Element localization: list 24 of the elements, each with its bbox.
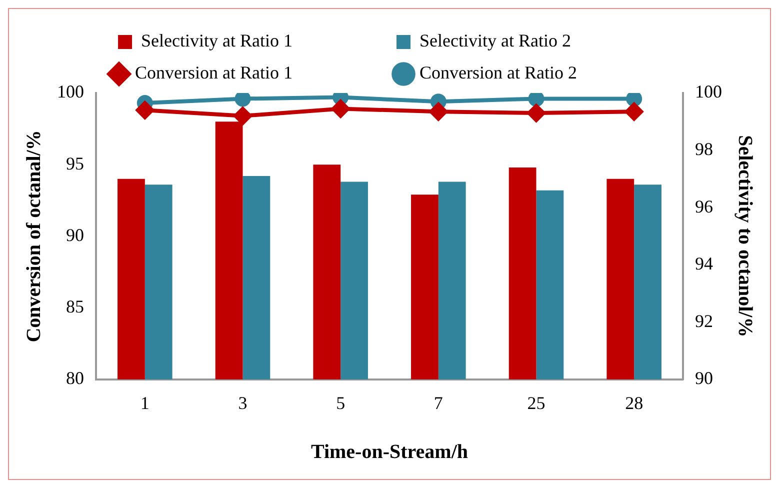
y-tick-label: 85 [66,296,84,317]
x-axis-title: Time-on-Stream/h [310,441,468,464]
legend-label: Selectivity at Ratio 2 [420,30,661,51]
y2-tick-label: 98 [695,139,713,160]
y-tick-label: 100 [57,82,84,102]
y2-tick-label: 92 [695,310,713,331]
y2-axis-title: Selectivity to octanol/% [734,135,756,338]
legend-label: Selectivity at Ratio 1 [141,30,383,51]
x-tick-label: 25 [527,392,546,413]
y2-tick-label: 90 [695,368,713,388]
x-tick-label: 7 [434,392,443,413]
legend-label: Conversion at Ratio 2 [420,62,667,83]
y2-tick-label: 94 [695,254,713,274]
y-axis-title: Conversion of octanal/% [23,130,46,342]
y2-tick-label: 100 [695,82,722,102]
x-tick-label: 28 [625,392,644,413]
x-tick-label: 3 [238,392,248,413]
legend-label: Conversion at Ratio 1 [135,62,382,83]
x-tick-label: 1 [140,392,150,413]
y-tick-label: 95 [66,153,84,174]
y-tick-label: 90 [66,224,84,245]
y2-tick-label: 96 [695,196,713,216]
y-tick-label: 80 [66,368,84,388]
x-tick-label: 5 [336,392,346,413]
